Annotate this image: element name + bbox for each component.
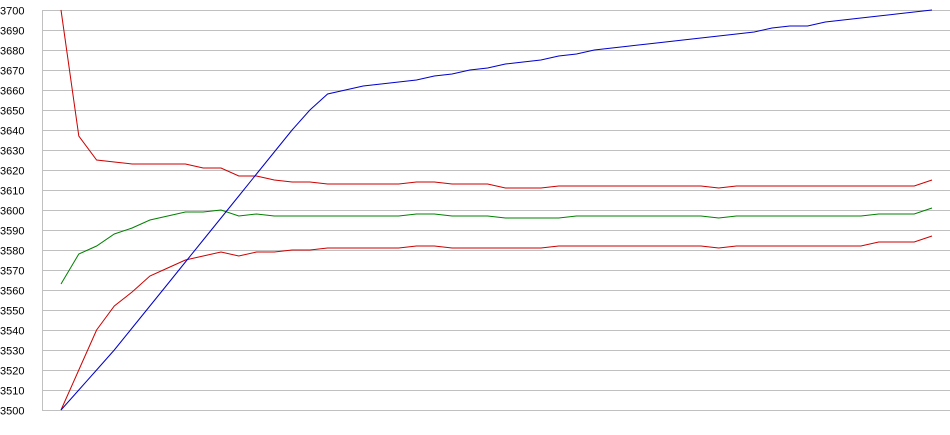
y-tick-label: 3650: [0, 106, 24, 118]
y-tick-label: 3600: [0, 206, 24, 218]
gridlines: [42, 10, 950, 411]
y-tick-label: 3530: [0, 346, 24, 358]
y-tick-label: 3540: [0, 326, 24, 338]
series-line-upper: [60, 9, 933, 189]
y-tick-label: 3670: [0, 66, 24, 78]
y-tick-label: 3610: [0, 186, 24, 198]
series-line-trend: [60, 9, 933, 411]
series-line-middle: [60, 207, 933, 285]
y-tick-label: 3700: [0, 6, 24, 18]
y-tick-label: 3570: [0, 266, 24, 278]
y-tick-label: 3510: [0, 386, 24, 398]
y-tick-label: 3640: [0, 126, 24, 138]
y-tick-label: 3680: [0, 46, 24, 58]
y-tick-label: 3690: [0, 26, 24, 38]
y-tick-label: 3550: [0, 306, 24, 318]
series-lines: [60, 9, 933, 411]
y-tick-label: 3660: [0, 86, 24, 98]
y-tick-label: 3590: [0, 226, 24, 238]
y-tick-label: 3500: [0, 406, 24, 418]
y-tick-label: 3630: [0, 146, 24, 158]
y-tick-label: 3560: [0, 286, 24, 298]
y-tick-label: 3520: [0, 366, 24, 378]
y-tick-label: 3580: [0, 246, 24, 258]
y-tick-label: 3620: [0, 166, 24, 178]
series-line-lower: [60, 235, 933, 411]
y-axis-ticks: 3500 3510 3520 3530 3540 3550 3560 3570 3580 3590…: [0, 6, 24, 418]
